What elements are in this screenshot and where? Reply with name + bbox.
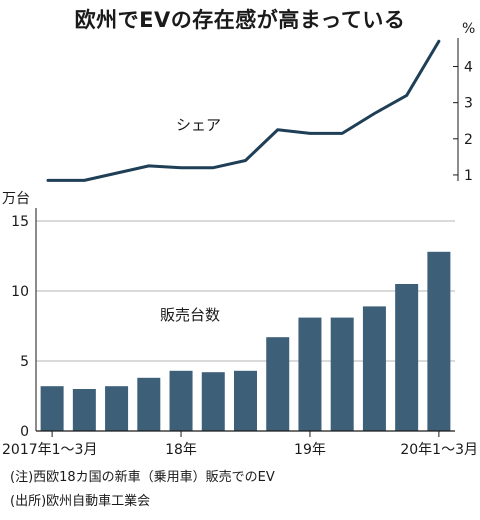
line-y-tick-label: 3	[464, 96, 473, 112]
bar	[330, 317, 354, 431]
x-tick-label: 18年	[165, 442, 197, 458]
bar-y-tick-label: 15	[11, 214, 29, 230]
bar	[266, 337, 290, 431]
bar	[105, 386, 129, 431]
bar-y-unit-label: 万台	[2, 191, 30, 207]
bar-y-tick-label: 5	[20, 354, 29, 370]
footnote-source: (出所)欧州自動車工業会	[10, 494, 151, 509]
bar	[234, 370, 257, 431]
bar	[72, 389, 96, 431]
x-tick-label: 19年	[294, 442, 326, 458]
bar	[395, 284, 419, 431]
bar	[40, 386, 64, 431]
line-y-unit-label: %	[462, 21, 475, 37]
bar-series-label: 販売台数	[160, 306, 220, 324]
bar	[169, 370, 193, 431]
bar	[298, 317, 322, 431]
bar	[427, 251, 451, 431]
x-tick-label: 2017年1～3月	[2, 442, 97, 458]
axis-layer	[35, 38, 459, 437]
bar-y-tick-label: 0	[20, 424, 29, 440]
line-y-tick-label: 2	[464, 132, 473, 148]
line-y-tick-label: 1	[464, 168, 473, 184]
line-y-tick-label: 4	[464, 60, 473, 76]
bar	[201, 372, 225, 431]
share-line	[46, 39, 441, 182]
bar	[362, 306, 386, 431]
x-tick-label: 20年1～3月	[400, 442, 478, 458]
bar	[137, 377, 161, 431]
footnote-note: (注)西欧18カ国の新車（乗用車）販売でのEV	[10, 470, 275, 485]
line-layer	[46, 39, 441, 182]
grid-layer	[36, 220, 455, 362]
chart-title: 欧州でEVの存在感が高まっている	[74, 8, 406, 32]
line-series-label: シェア	[176, 116, 221, 134]
bar-layer	[40, 251, 451, 431]
bar-y-tick-label: 10	[11, 284, 29, 300]
